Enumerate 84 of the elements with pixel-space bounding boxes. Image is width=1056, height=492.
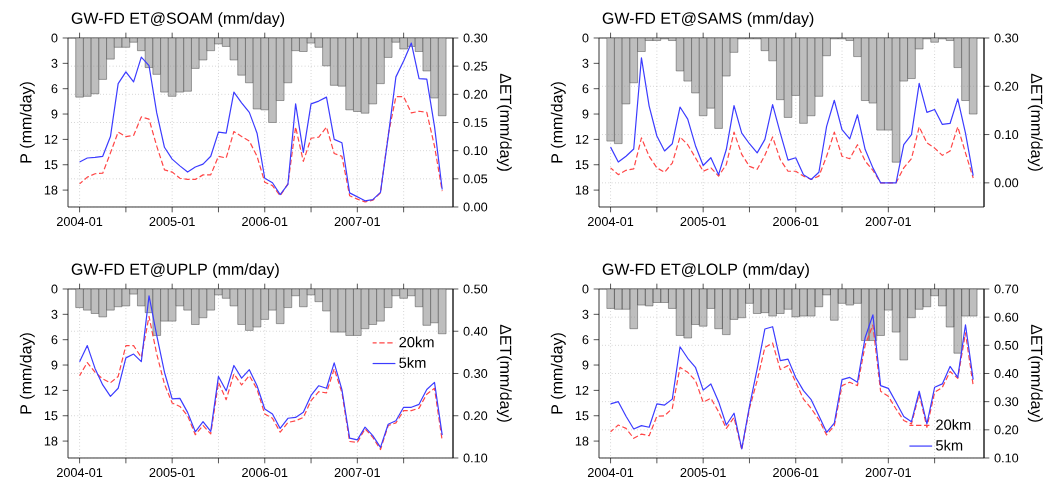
y-tick-label: 3 — [582, 58, 589, 68]
y2-tick-label: 0.20 — [994, 425, 1019, 435]
y2-tick-label: 0.10 — [994, 130, 1019, 140]
y-axis-title: P (mm/day) — [550, 82, 566, 163]
y2-tick-label: 0.10 — [994, 453, 1019, 463]
y2-tick-label: 0.40 — [463, 326, 488, 336]
y-tick-label: 12 — [44, 134, 58, 144]
y2-tick-label: 0.50 — [463, 284, 488, 294]
y-tick-label: 0 — [582, 284, 589, 294]
x-tick-label: 2004-01 — [587, 468, 634, 477]
y-tick-label: 18 — [575, 185, 589, 195]
y2-tick-label: 0.20 — [463, 89, 488, 99]
y-tick-label: 15 — [575, 160, 589, 170]
y-tick-label: 12 — [575, 134, 589, 144]
x-tick-label: 2007-01 — [334, 217, 380, 227]
y-axis-title: P (mm/day) — [550, 333, 566, 414]
chart-title: GW-FD ET@UPLP (mm/day) — [71, 263, 279, 279]
x-tick-label: 2007-01 — [334, 468, 380, 477]
y2-axis-title: ΔET(mm/day) — [1027, 73, 1043, 171]
y-tick-label: 0 — [51, 33, 58, 43]
y2-tick-label: 0.25 — [463, 61, 488, 71]
chart-title: GW-FD ET@SOAM (mm/day) — [71, 12, 285, 28]
x-tick-label: 2007-01 — [865, 217, 911, 227]
y2-tick-label: 0.20 — [994, 81, 1019, 91]
y2-axis-title: ΔET(mm/day) — [496, 324, 512, 422]
y2-axis-title: ΔET(mm/day) — [1027, 324, 1043, 422]
y-tick-label: 18 — [44, 436, 58, 446]
y-tick-label: 9 — [582, 109, 589, 119]
y2-tick-label: 0.15 — [463, 118, 488, 127]
y-axis-title: P (mm/day) — [19, 333, 35, 414]
y-tick-label: 3 — [51, 58, 58, 68]
legend-label: 5km — [399, 357, 426, 368]
x-tick-label: 2005-01 — [149, 217, 195, 227]
y2-tick-label: 0.20 — [463, 411, 488, 421]
y-tick-label: 0 — [51, 284, 58, 294]
line-series — [78, 95, 443, 203]
y2-tick-label: 0.50 — [994, 340, 1019, 350]
chart-title: GW-FD ET@LOLP (mm/day) — [602, 263, 809, 279]
y-tick-label: 15 — [44, 160, 58, 170]
y-tick-label: 12 — [575, 385, 589, 395]
legend-label: 5km — [936, 439, 963, 451]
y-tick-label: 9 — [51, 360, 58, 370]
y2-tick-label: 0.40 — [994, 369, 1019, 378]
y-tick-label: 9 — [582, 360, 589, 370]
y-tick-label: 6 — [582, 335, 589, 345]
y-tick-label: 6 — [582, 84, 589, 94]
y-tick-label: 6 — [51, 84, 58, 94]
y2-axis-title: ΔET(mm/day) — [496, 73, 512, 171]
y2-tick-label: 0.30 — [463, 33, 488, 43]
y-tick-label: 15 — [575, 411, 589, 421]
x-tick-label: 2005-01 — [680, 468, 726, 477]
x-tick-label: 2006-01 — [773, 468, 819, 477]
x-tick-label: 2006-01 — [773, 217, 819, 227]
y2-tick-label: 0.00 — [994, 178, 1019, 188]
x-tick-label: 2005-01 — [680, 217, 726, 227]
y-axis-title: P (mm/day) — [19, 82, 35, 163]
x-tick-label: 2004-01 — [56, 217, 103, 227]
y-tick-label: 3 — [51, 309, 58, 319]
y2-tick-label: 0.10 — [463, 453, 488, 463]
y-tick-label: 9 — [51, 109, 58, 119]
y-tick-label: 6 — [51, 335, 58, 345]
x-tick-label: 2005-01 — [149, 468, 195, 477]
x-tick-label: 2004-01 — [587, 217, 634, 227]
legend-label: 20km — [399, 336, 434, 348]
chart-title: GW-FD ET@SAMS (mm/day) — [602, 12, 814, 28]
y2-tick-label: 0.60 — [994, 312, 1019, 322]
x-tick-label: 2007-01 — [865, 468, 911, 477]
y2-tick-label: 0.30 — [994, 33, 1019, 43]
y-tick-label: 0 — [582, 33, 589, 43]
y-tick-label: 3 — [582, 309, 589, 319]
y-tick-label: 12 — [44, 385, 58, 395]
y-tick-label: 18 — [575, 436, 589, 446]
y-tick-label: 15 — [44, 411, 58, 421]
x-tick-label: 2006-01 — [242, 217, 288, 227]
x-tick-label: 2004-01 — [56, 468, 103, 477]
x-tick-label: 2006-01 — [242, 468, 288, 477]
y-tick-label: 18 — [44, 185, 58, 195]
y2-tick-label: 0.30 — [463, 369, 488, 378]
y2-tick-label: 0.30 — [994, 397, 1019, 407]
legend-label: 20km — [936, 419, 971, 430]
y2-tick-label: 0.70 — [994, 284, 1019, 294]
y2-tick-label: 0.00 — [463, 202, 488, 212]
y2-tick-label: 0.10 — [463, 146, 488, 156]
y2-tick-label: 0.05 — [463, 174, 488, 184]
